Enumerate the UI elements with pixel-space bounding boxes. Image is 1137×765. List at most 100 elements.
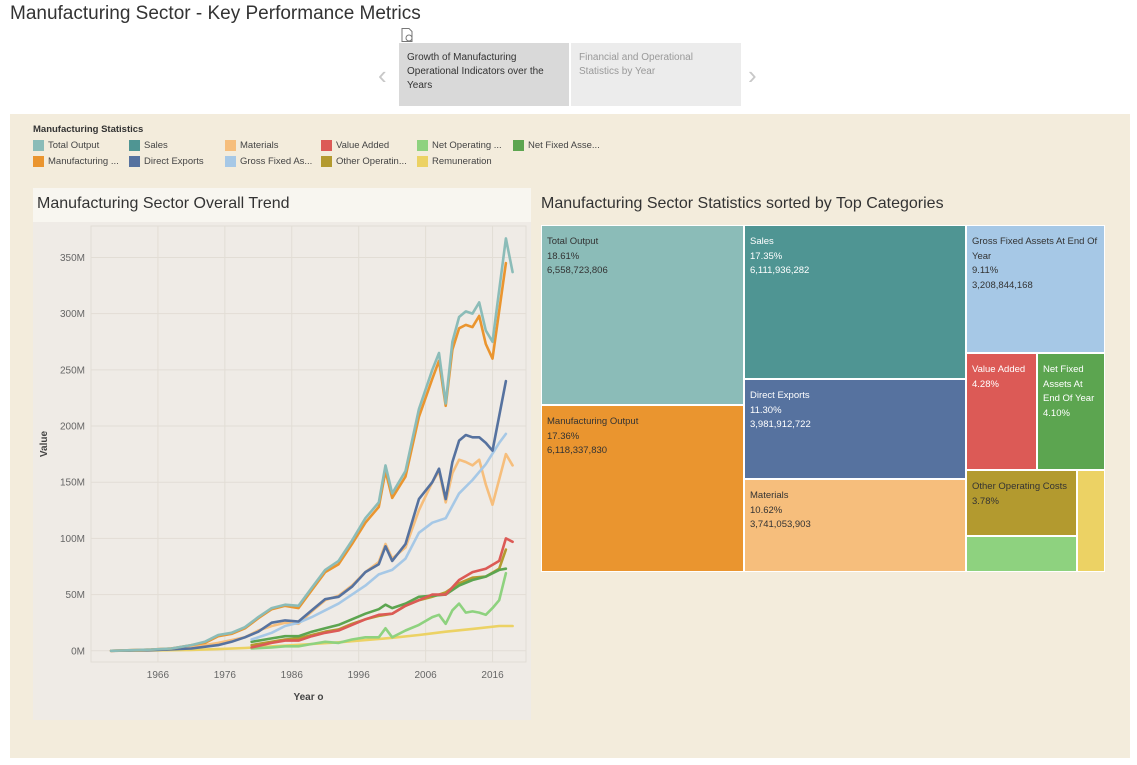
legend-item[interactable]: Remuneration: [417, 154, 513, 168]
series-line-net-fixed-assets-at-end-of-year[interactable]: [250, 567, 508, 644]
tile-percent: 17.35%: [750, 250, 783, 262]
legend-label: Other Operatin...: [336, 155, 407, 167]
tile-value: 3,208,844,168: [972, 279, 1033, 291]
tile-value: 3,741,053,903: [750, 519, 811, 530]
x-tick-label: 1996: [348, 670, 371, 681]
tile-percent: 9.11%: [972, 265, 999, 276]
treemap-tile[interactable]: Materials 10.62% 3,741,053,903: [744, 479, 966, 572]
legend-swatch: [33, 155, 44, 167]
tile-value: 6,558,723,806: [547, 265, 608, 276]
series-line-gross-fixed-assets-at-end-of-year[interactable]: [250, 432, 508, 641]
tile-category: Sales: [750, 236, 774, 247]
legend-swatch: [513, 139, 524, 151]
series-line-direct-exports[interactable]: [109, 379, 508, 653]
treemap-tile[interactable]: Manufacturing Output 17.36% 6,118,337,830: [541, 405, 744, 572]
legend-swatch: [129, 139, 140, 151]
x-tick-label: 1966: [147, 670, 170, 681]
legend-swatch: [321, 155, 332, 167]
tile-category: Net Fixed Assets At End Of Year: [1043, 364, 1095, 404]
tile-percent: 18.61%: [547, 250, 580, 262]
y-tick-label: 150M: [60, 478, 85, 489]
treemap-tile[interactable]: Total Output 18.61% 6,558,723,806: [541, 225, 744, 405]
tile-category: Direct Exports: [750, 390, 810, 401]
line-chart[interactable]: 0M 50M 100M 150M 200M 250M 300M 350M 1966 1976 198…: [33, 222, 531, 720]
x-tick-label: 2016: [481, 670, 504, 681]
page-title: Manufacturing Sector - Key Performance M…: [10, 3, 421, 24]
y-tick-label: 250M: [60, 365, 85, 376]
treemap-tile[interactable]: Net Fixed Assets At End Of Year 4.10%: [1037, 353, 1105, 470]
tile-category: Value Added: [972, 364, 1026, 375]
story-navigator: ‹ Growth of Manufacturing Operational In…: [376, 28, 766, 106]
dashboard: Manufacturing Statistics Total Output Sal…: [10, 114, 1130, 758]
previous-story-point-button[interactable]: ‹: [378, 60, 387, 90]
treemap-tile[interactable]: Direct Exports 11.30% 3,981,912,722: [744, 379, 966, 479]
legend-item[interactable]: Net Fixed Asse...: [513, 138, 609, 152]
legend-label: Remuneration: [432, 155, 492, 167]
legend-item[interactable]: Manufacturing ...: [33, 154, 129, 168]
x-tick-label: 2006: [414, 670, 437, 681]
legend-title: Manufacturing Statistics: [33, 124, 144, 135]
legend-item[interactable]: Other Operatin...: [321, 154, 417, 168]
legend-item[interactable]: Total Output: [33, 138, 129, 152]
legend-item[interactable]: Value Added: [321, 138, 417, 152]
legend-item[interactable]: Gross Fixed As...: [225, 154, 321, 168]
y-tick-label: 50M: [66, 590, 85, 601]
series-line-net-operating-surplus[interactable]: [250, 571, 508, 650]
tile-category: Manufacturing Output: [547, 416, 639, 427]
y-axis-title: Value: [39, 431, 50, 458]
next-story-point-button[interactable]: ›: [748, 60, 757, 90]
legend-item[interactable]: Materials: [225, 138, 321, 152]
line-chart-panel: Manufacturing Sector Overall Trend 0M 50M…: [33, 188, 531, 720]
line-chart-title: Manufacturing Sector Overall Trend: [33, 188, 531, 222]
tile-percent: 3.78%: [972, 495, 999, 507]
story-point-financial[interactable]: Financial and Operational Statistics by …: [571, 43, 741, 106]
series-line-remuneration[interactable]: [109, 624, 514, 653]
treemap-tile[interactable]: [1077, 470, 1105, 572]
legend-swatch: [321, 139, 332, 151]
legend-label: Sales: [144, 139, 168, 151]
x-tick-label: 1976: [214, 670, 237, 681]
legend-item[interactable]: Sales: [129, 138, 225, 152]
legend-label: Net Fixed Asse...: [528, 139, 600, 151]
tile-percent: 17.36%: [547, 430, 580, 442]
legend-label: Net Operating ...: [432, 139, 502, 151]
y-tick-label: 200M: [60, 422, 85, 433]
treemap-tile[interactable]: Gross Fixed Assets At End Of Year 9.11% 3,…: [966, 225, 1105, 353]
legend-label: Total Output: [48, 139, 100, 151]
legend-label: Materials: [240, 139, 279, 151]
legend-swatch: [225, 155, 236, 167]
legend-label: Gross Fixed As...: [240, 155, 313, 167]
legend-swatch: [417, 155, 428, 167]
y-tick-label: 350M: [60, 253, 85, 264]
legend-label: Value Added: [336, 139, 390, 151]
legend: Manufacturing Statistics Total Output Sal…: [33, 124, 609, 168]
legend-label: Manufacturing ...: [48, 155, 119, 167]
treemap-tile[interactable]: Other Operating Costs 3.78%: [966, 470, 1077, 536]
treemap-tile[interactable]: Value Added 4.28%: [966, 353, 1037, 470]
treemap-title: Manufacturing Sector Statistics sorted b…: [541, 195, 944, 212]
tile-value: 3,981,912,722: [750, 419, 811, 430]
treemap-tile[interactable]: [966, 536, 1077, 572]
series-line-total-output[interactable]: [109, 237, 514, 653]
y-tick-label: 100M: [60, 534, 85, 545]
story-point-icon: [401, 28, 413, 42]
tile-category: Other Operating Costs: [972, 481, 1068, 492]
tile-percent: 10.62%: [750, 504, 783, 516]
x-tick-label: 1986: [281, 670, 304, 681]
series-line-value-added[interactable]: [250, 537, 514, 649]
tile-category: Total Output: [547, 236, 599, 247]
legend-item[interactable]: Net Operating ...: [417, 138, 513, 152]
tile-category: Gross Fixed Assets At End Of Year: [972, 236, 1098, 262]
y-tick-label: 0M: [71, 646, 85, 657]
x-axis-title: Year o: [293, 692, 323, 703]
treemap: Total Output 18.61% 6,558,723,806 Manufactu…: [541, 225, 1105, 573]
tile-percent: 4.10%: [1043, 407, 1070, 419]
treemap-tile[interactable]: Sales 17.35% 6,111,936,282: [744, 225, 966, 379]
tile-percent: 4.28%: [972, 378, 999, 390]
legend-item[interactable]: Direct Exports: [129, 154, 225, 168]
legend-swatch: [33, 139, 44, 151]
y-tick-label: 300M: [60, 309, 85, 320]
story-point-growth[interactable]: Growth of Manufacturing Operational Indi…: [399, 43, 569, 106]
tile-value: 6,118,337,830: [547, 445, 608, 456]
legend-grid: Total Output Sales Materials Value Added Net…: [33, 138, 609, 168]
